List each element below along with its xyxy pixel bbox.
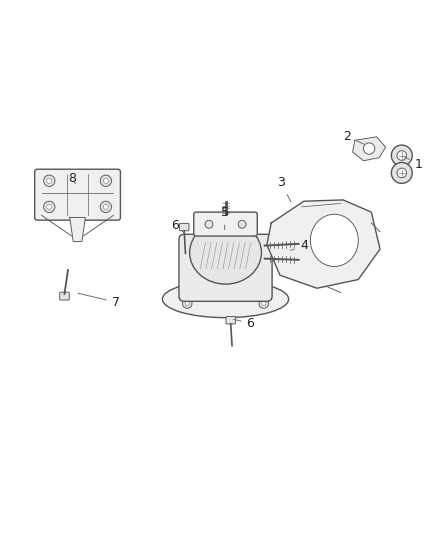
Text: 6: 6 <box>233 317 254 329</box>
Circle shape <box>100 175 112 187</box>
Text: 7: 7 <box>78 293 120 309</box>
FancyBboxPatch shape <box>180 223 189 231</box>
Circle shape <box>103 204 109 209</box>
Circle shape <box>238 220 246 228</box>
Circle shape <box>391 145 412 166</box>
Circle shape <box>47 178 52 183</box>
Circle shape <box>205 220 213 228</box>
Text: 2: 2 <box>343 130 364 144</box>
Circle shape <box>259 298 268 308</box>
Text: 6: 6 <box>172 219 184 232</box>
Circle shape <box>183 298 192 308</box>
Circle shape <box>364 143 375 154</box>
FancyBboxPatch shape <box>179 235 272 301</box>
Circle shape <box>103 178 109 183</box>
Circle shape <box>397 151 406 160</box>
Circle shape <box>44 201 55 213</box>
Circle shape <box>100 201 112 213</box>
Polygon shape <box>353 137 386 161</box>
Circle shape <box>261 301 266 305</box>
FancyBboxPatch shape <box>35 169 120 220</box>
Circle shape <box>185 301 189 305</box>
FancyBboxPatch shape <box>194 212 257 236</box>
Circle shape <box>47 204 52 209</box>
Text: 4: 4 <box>290 239 308 252</box>
Ellipse shape <box>311 214 358 266</box>
Text: 5: 5 <box>221 206 229 230</box>
Circle shape <box>391 163 412 183</box>
FancyBboxPatch shape <box>226 317 236 324</box>
Text: 1: 1 <box>404 157 422 171</box>
Text: 8: 8 <box>68 172 76 185</box>
Text: 3: 3 <box>277 176 291 202</box>
Circle shape <box>397 168 406 177</box>
Circle shape <box>44 175 55 187</box>
FancyBboxPatch shape <box>60 292 69 300</box>
Polygon shape <box>70 217 85 241</box>
Ellipse shape <box>190 221 261 284</box>
Polygon shape <box>267 200 380 288</box>
Ellipse shape <box>162 281 289 318</box>
